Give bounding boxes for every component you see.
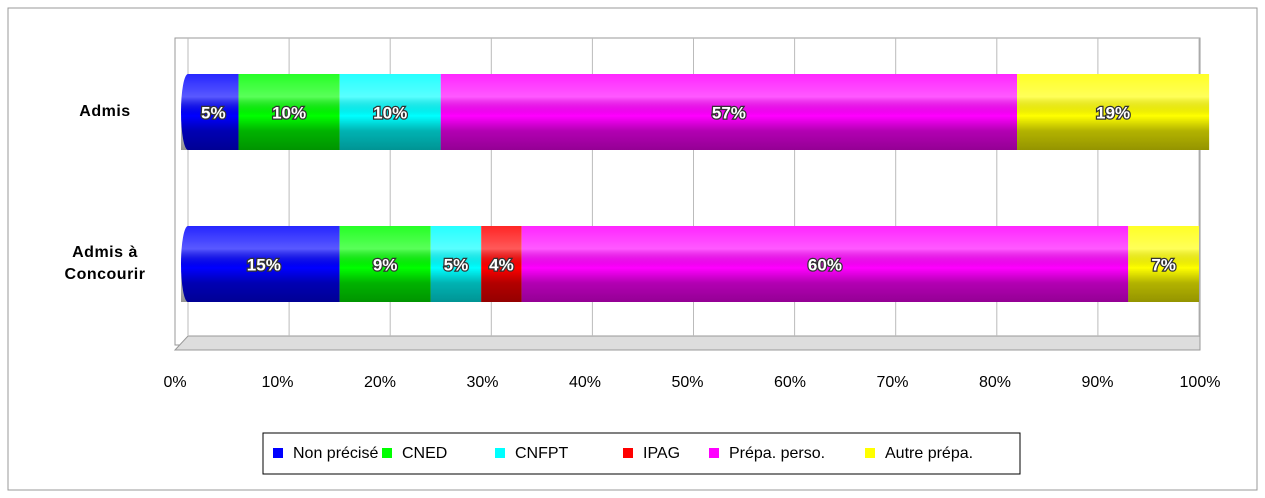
x-tick-label: 70%: [876, 374, 908, 391]
x-tick-label: 60%: [774, 374, 806, 391]
data-label: 60%: [808, 255, 842, 274]
legend-label: Prépa. perso.: [729, 445, 825, 462]
data-label: 9%: [373, 255, 398, 274]
data-label: 10%: [272, 103, 306, 122]
floor: [173, 335, 1201, 351]
data-label: 5%: [201, 103, 226, 122]
x-tick-label: 30%: [466, 374, 498, 391]
bar-shade: [181, 74, 1210, 150]
data-label: 57%: [712, 103, 746, 122]
x-tick-label: 90%: [1081, 374, 1113, 391]
x-tick-label: 80%: [979, 374, 1011, 391]
legend-swatch: [865, 448, 875, 458]
x-tick-label: 10%: [261, 374, 293, 391]
x-tick-label: 100%: [1180, 374, 1221, 391]
legend-swatch: [623, 448, 633, 458]
legend-swatch: [382, 448, 392, 458]
legend-label: CNED: [402, 445, 447, 462]
x-tick-label: 50%: [671, 374, 703, 391]
legend-swatch: [495, 448, 505, 458]
data-label: 15%: [247, 255, 281, 274]
legend-label: Non précisé: [293, 445, 378, 462]
data-label: 19%: [1096, 103, 1130, 122]
x-tick-label: 0%: [163, 374, 186, 391]
legend-swatch: [709, 448, 719, 458]
x-tick-label: 20%: [364, 374, 396, 391]
bar-shade: [181, 226, 1199, 302]
legend-label: IPAG: [643, 445, 680, 462]
legend-label: CNFPT: [515, 445, 569, 462]
data-label: 4%: [489, 255, 514, 274]
data-label: 7%: [1151, 255, 1176, 274]
data-label: 10%: [373, 103, 407, 122]
x-tick-label: 40%: [569, 374, 601, 391]
y-tick-label: Admis à Concourir: [64, 244, 146, 283]
legend-swatch: [273, 448, 283, 458]
legend-label: Autre prépa.: [885, 445, 973, 462]
data-label: 5%: [444, 255, 469, 274]
y-tick-label: Admis: [79, 103, 131, 120]
